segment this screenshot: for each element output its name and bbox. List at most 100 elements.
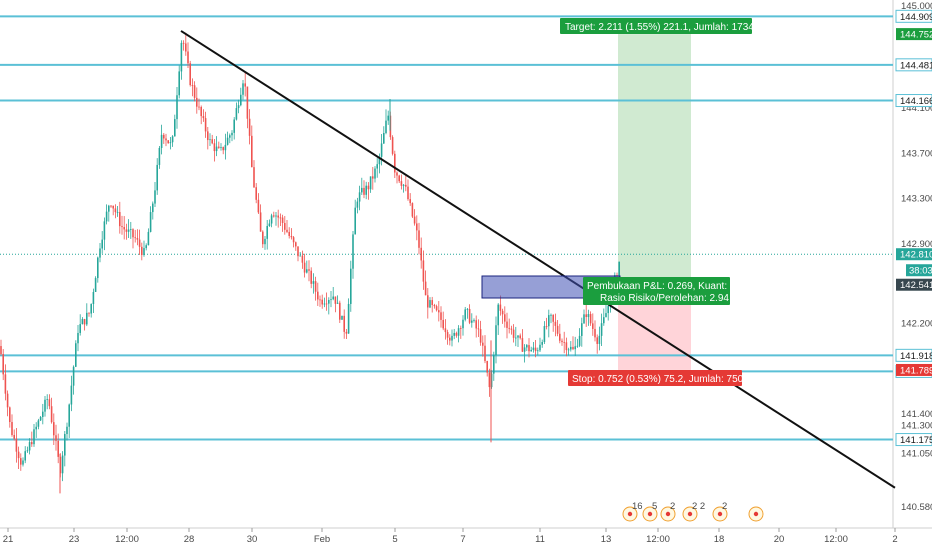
candle-body	[418, 230, 420, 248]
candle-body	[361, 187, 363, 193]
candle-body	[446, 332, 449, 338]
candle-body	[81, 319, 84, 325]
candle-body	[244, 83, 246, 87]
candle-body	[345, 331, 348, 334]
candle-body	[88, 312, 90, 314]
entry-price-tag: 142.541	[900, 280, 932, 291]
candle-body	[103, 221, 106, 240]
candle-body	[13, 435, 15, 439]
candle-body	[4, 374, 7, 394]
time-tick-label: 21	[3, 534, 14, 545]
candle-body	[578, 335, 581, 346]
level-tag-box[interactable]	[895, 9, 932, 23]
candle-body	[323, 303, 326, 305]
candle-body	[453, 332, 455, 336]
candle-body	[160, 134, 163, 148]
ratio-label-text: Rasio Risiko/Perolehan: 2.94	[600, 293, 729, 304]
time-tick-label: 12:00	[115, 534, 139, 545]
price-tick-label: 141.300	[901, 420, 932, 431]
candle-body	[229, 135, 231, 138]
candle-body	[39, 416, 42, 421]
event-dot-icon	[627, 511, 633, 517]
candle-body	[64, 434, 66, 456]
candle-body	[275, 215, 277, 217]
candle-body	[132, 229, 134, 238]
candle-body	[6, 393, 9, 408]
time-tick-label: 18	[714, 534, 725, 545]
candle-body	[48, 399, 51, 407]
candle-body	[385, 120, 387, 133]
target-label-box[interactable]	[560, 18, 752, 34]
candle-body	[158, 147, 161, 165]
candle-body	[528, 345, 530, 352]
target-label-text: Target: 2.211 (1.55%) 221.1, Jumlah: 173…	[565, 22, 768, 33]
candle-body	[325, 303, 328, 305]
candle-body	[242, 83, 244, 95]
current-price-tag-box[interactable]	[896, 248, 932, 261]
candle-body	[545, 326, 548, 327]
candle-body	[44, 399, 46, 412]
trendline[interactable]	[180, 30, 896, 489]
candle-body	[235, 108, 238, 120]
candle-body	[281, 217, 284, 223]
candle-body	[268, 223, 271, 226]
candle-body	[402, 184, 405, 186]
candle-body	[218, 146, 220, 148]
event-dot-icon	[647, 511, 653, 517]
level-tag-box[interactable]	[895, 94, 932, 108]
candle-body	[541, 342, 543, 345]
level-tag-box[interactable]	[895, 433, 932, 447]
candle-body	[286, 229, 288, 232]
event-dot-icon	[687, 511, 693, 517]
level-tag: 144.481	[900, 60, 932, 71]
candle-body	[222, 147, 224, 151]
candle-body	[596, 337, 598, 344]
candle-body	[429, 300, 431, 308]
candle-body	[581, 323, 583, 336]
candle-body	[37, 420, 40, 427]
level-tag-box[interactable]	[895, 348, 932, 362]
level-tag-box[interactable]	[895, 58, 932, 72]
candle-body	[108, 205, 110, 212]
candle-body	[220, 147, 222, 148]
candle-body	[442, 319, 444, 329]
event-count: 2	[670, 501, 675, 512]
candle-body	[449, 337, 451, 341]
pnl-label-box[interactable]	[583, 277, 730, 305]
candle-body	[347, 303, 350, 334]
stop-label-box[interactable]	[568, 370, 742, 386]
price-tick-label: 143.300	[901, 194, 932, 205]
candle-body	[570, 346, 572, 350]
candle-body	[149, 212, 152, 232]
candle-body	[563, 342, 565, 343]
candle-body	[156, 164, 158, 191]
candle-body	[310, 270, 312, 284]
candle-body	[105, 211, 108, 222]
candle-body	[0, 346, 2, 355]
price-tick-label: 141.050	[901, 449, 932, 460]
target-price-tag-box[interactable]	[896, 28, 932, 41]
candle-body	[420, 247, 422, 261]
candle-body	[422, 260, 425, 282]
candle-body	[451, 335, 453, 341]
candle-body	[605, 313, 607, 318]
candle-body	[50, 406, 53, 423]
candle-body	[178, 71, 180, 96]
candle-body	[15, 438, 18, 452]
time-tick-label: Feb	[314, 534, 330, 545]
candle-body	[77, 332, 79, 344]
candle-body	[440, 312, 442, 320]
candle-body	[46, 399, 48, 400]
candle-body	[330, 299, 332, 300]
candle-body	[154, 190, 156, 204]
entry-price-tag-box[interactable]	[896, 278, 932, 291]
candle-body	[499, 304, 502, 311]
stop-price-tag-box[interactable]	[896, 363, 932, 376]
candle-body	[306, 269, 308, 273]
candle-body	[248, 118, 251, 136]
price-tick-label: 142.200	[901, 318, 932, 329]
candle-body	[532, 347, 535, 350]
candle-body	[299, 255, 301, 257]
